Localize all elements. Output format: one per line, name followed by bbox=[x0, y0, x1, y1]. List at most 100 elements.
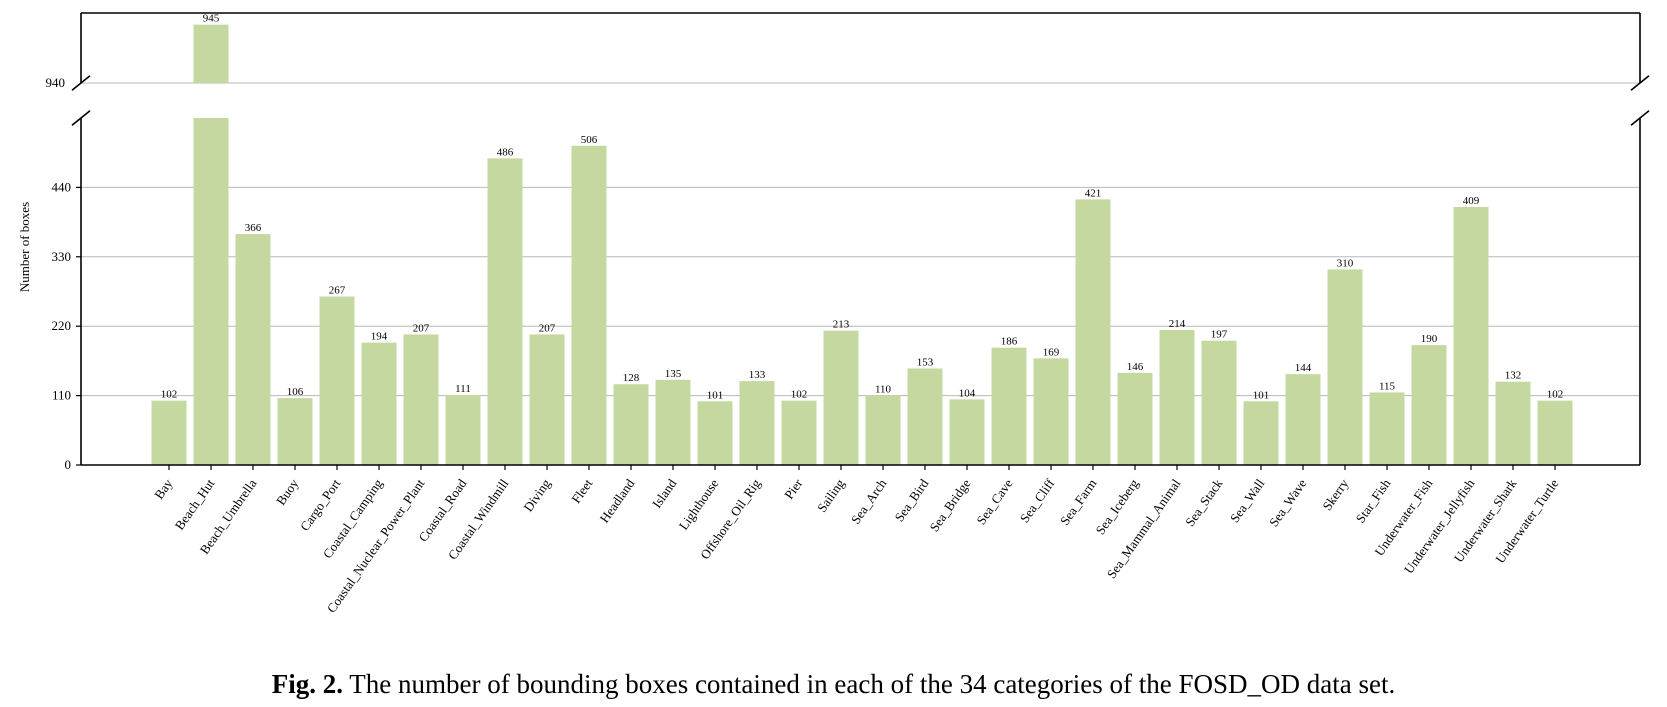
bar-chart: 0110220330440940102Bay945Beach_Hut366Bea… bbox=[17, 12, 1650, 615]
x-tick-label-sea-cave: Sea_Cave bbox=[973, 476, 1015, 527]
bar-sea-farm bbox=[1075, 199, 1111, 465]
value-label-sea-bird: 153 bbox=[917, 356, 934, 368]
y-tick-label-0: 0 bbox=[65, 457, 72, 472]
bar-sailing bbox=[823, 330, 859, 465]
value-label-sailing: 213 bbox=[833, 319, 850, 331]
value-label-sea-cliff: 169 bbox=[1043, 346, 1060, 358]
value-label-cargo-port: 267 bbox=[329, 285, 346, 297]
x-tick-label-island: Island bbox=[649, 476, 680, 511]
x-tick-label-diving: Diving bbox=[520, 476, 553, 515]
value-label-underwater-shark: 132 bbox=[1505, 370, 1522, 382]
value-label-sea-stack: 197 bbox=[1211, 329, 1228, 341]
axis-break-mark bbox=[71, 75, 91, 91]
bar-sea-cave bbox=[991, 347, 1027, 465]
x-tick-label-pier: Pier bbox=[781, 476, 806, 502]
value-label-coastal-nuclear-power-plant: 207 bbox=[413, 322, 430, 334]
bar-underwater-jellyfish bbox=[1453, 206, 1489, 465]
x-tick-label-skerry: Skerry bbox=[1319, 476, 1351, 513]
x-tick-label-sea-stack: Sea_Stack bbox=[1182, 476, 1226, 529]
bar-coastal-nuclear-power-plant bbox=[403, 334, 439, 465]
bar-beach-umbrella bbox=[235, 234, 271, 465]
bar-sea-cliff bbox=[1033, 358, 1069, 465]
bar-sea-wall bbox=[1243, 401, 1279, 465]
bar-offshore-oil-rig bbox=[739, 381, 775, 465]
bar-lighthouse bbox=[697, 401, 733, 465]
axis-break-mark bbox=[1630, 110, 1650, 126]
bar-cargo-port bbox=[319, 296, 355, 465]
figure-caption: Fig. 2. The number of bounding boxes con… bbox=[0, 668, 1667, 700]
bar-coastal-camping bbox=[361, 342, 397, 465]
value-label-underwater-turtle: 102 bbox=[1547, 389, 1564, 401]
value-label-headland: 128 bbox=[623, 372, 640, 384]
bar-star-fish bbox=[1369, 392, 1405, 465]
bar-island bbox=[655, 379, 691, 465]
x-tick-label-sea-cliff: Sea_Cliff bbox=[1017, 476, 1058, 526]
x-tick-label-sea-mammal-animal: Sea_Mammal_Animal bbox=[1104, 476, 1184, 581]
value-label-lighthouse: 101 bbox=[707, 389, 724, 401]
caption-text: The number of bounding boxes contained i… bbox=[343, 669, 1396, 699]
x-tick-label-sea-wave: Sea_Wave bbox=[1266, 476, 1310, 529]
bar-sea-bridge bbox=[949, 399, 985, 465]
value-label-beach-hut: 945 bbox=[203, 13, 220, 25]
bar-underwater-fish bbox=[1411, 345, 1447, 465]
y-tick-label-110: 110 bbox=[52, 388, 71, 403]
axes bbox=[71, 12, 1650, 470]
value-label-beach-umbrella: 366 bbox=[245, 222, 262, 234]
x-tick-label-sea-farm: Sea_Farm bbox=[1057, 476, 1100, 528]
x-tick-label-beach-hut: Beach_Hut bbox=[172, 476, 218, 533]
gridlines bbox=[81, 82, 1640, 397]
x-tick-label-sea-bird: Sea_Bird bbox=[891, 476, 931, 525]
bar-skerry bbox=[1327, 269, 1363, 465]
value-label-sea-wall: 101 bbox=[1253, 389, 1270, 401]
bar-underwater-shark bbox=[1495, 381, 1531, 465]
bar-sea-stack bbox=[1201, 340, 1237, 465]
value-label-underwater-fish: 190 bbox=[1421, 333, 1438, 345]
axis-break-mark bbox=[71, 110, 91, 126]
value-label-bay: 102 bbox=[161, 389, 178, 401]
value-label-sea-mammal-animal: 214 bbox=[1169, 318, 1186, 330]
value-label-sea-bridge: 104 bbox=[959, 387, 976, 399]
bar-sea-bird bbox=[907, 368, 943, 465]
x-tick-label-fleet: Fleet bbox=[568, 476, 595, 506]
bar-pier bbox=[781, 400, 817, 465]
value-label-sea-arch: 110 bbox=[875, 384, 892, 396]
value-label-fleet: 506 bbox=[581, 134, 598, 146]
value-label-coastal-road: 111 bbox=[455, 383, 471, 395]
bar-coastal-windmill bbox=[487, 158, 523, 466]
bar-sea-iceberg bbox=[1117, 372, 1153, 465]
bar-coastal-road bbox=[445, 394, 481, 465]
bar-beach-hut bbox=[193, 24, 229, 84]
bar-underwater-turtle bbox=[1537, 400, 1573, 465]
x-tick-label-cargo-port: Cargo_Port bbox=[297, 476, 344, 534]
value-label-underwater-jellyfish: 409 bbox=[1463, 195, 1480, 207]
x-tick-label-star-fish: Star_Fish bbox=[1353, 476, 1394, 526]
caption-label: Fig. 2. bbox=[271, 669, 343, 699]
value-label-sea-iceberg: 146 bbox=[1127, 361, 1144, 373]
x-tick-label-sea-arch: Sea_Arch bbox=[848, 476, 890, 527]
bar-diving bbox=[529, 334, 565, 465]
value-label-sea-cave: 186 bbox=[1001, 336, 1018, 348]
value-label-pier: 102 bbox=[791, 389, 808, 401]
value-label-offshore-oil-rig: 133 bbox=[749, 369, 766, 381]
bar-headland bbox=[613, 384, 649, 465]
value-label-buoy: 106 bbox=[287, 386, 304, 398]
x-tick-label-buoy: Buoy bbox=[273, 476, 302, 508]
x-tick-label-sailing: Sailing bbox=[814, 476, 848, 515]
value-label-sea-wave: 144 bbox=[1295, 362, 1312, 374]
bar-fleet bbox=[571, 145, 607, 465]
value-label-sea-farm: 421 bbox=[1085, 187, 1102, 199]
y-tick-label-220: 220 bbox=[52, 318, 72, 333]
y-tick-label-940: 940 bbox=[46, 75, 66, 90]
y-axis-title: Number of boxes bbox=[17, 202, 32, 292]
value-label-skerry: 310 bbox=[1337, 257, 1354, 269]
x-tick-label-lighthouse: Lighthouse bbox=[676, 476, 722, 533]
value-label-island: 135 bbox=[665, 368, 682, 380]
x-tick-label-sea-bridge: Sea_Bridge bbox=[926, 476, 973, 534]
axis-break-mark bbox=[1630, 75, 1650, 91]
y-tick-label-440: 440 bbox=[52, 179, 72, 194]
bar-sea-wave bbox=[1285, 374, 1321, 465]
value-label-star-fish: 115 bbox=[1379, 380, 1396, 392]
value-label-diving: 207 bbox=[539, 322, 556, 334]
x-tick-label-sea-wall: Sea_Wall bbox=[1227, 476, 1268, 525]
bar-sea-arch bbox=[865, 395, 901, 465]
